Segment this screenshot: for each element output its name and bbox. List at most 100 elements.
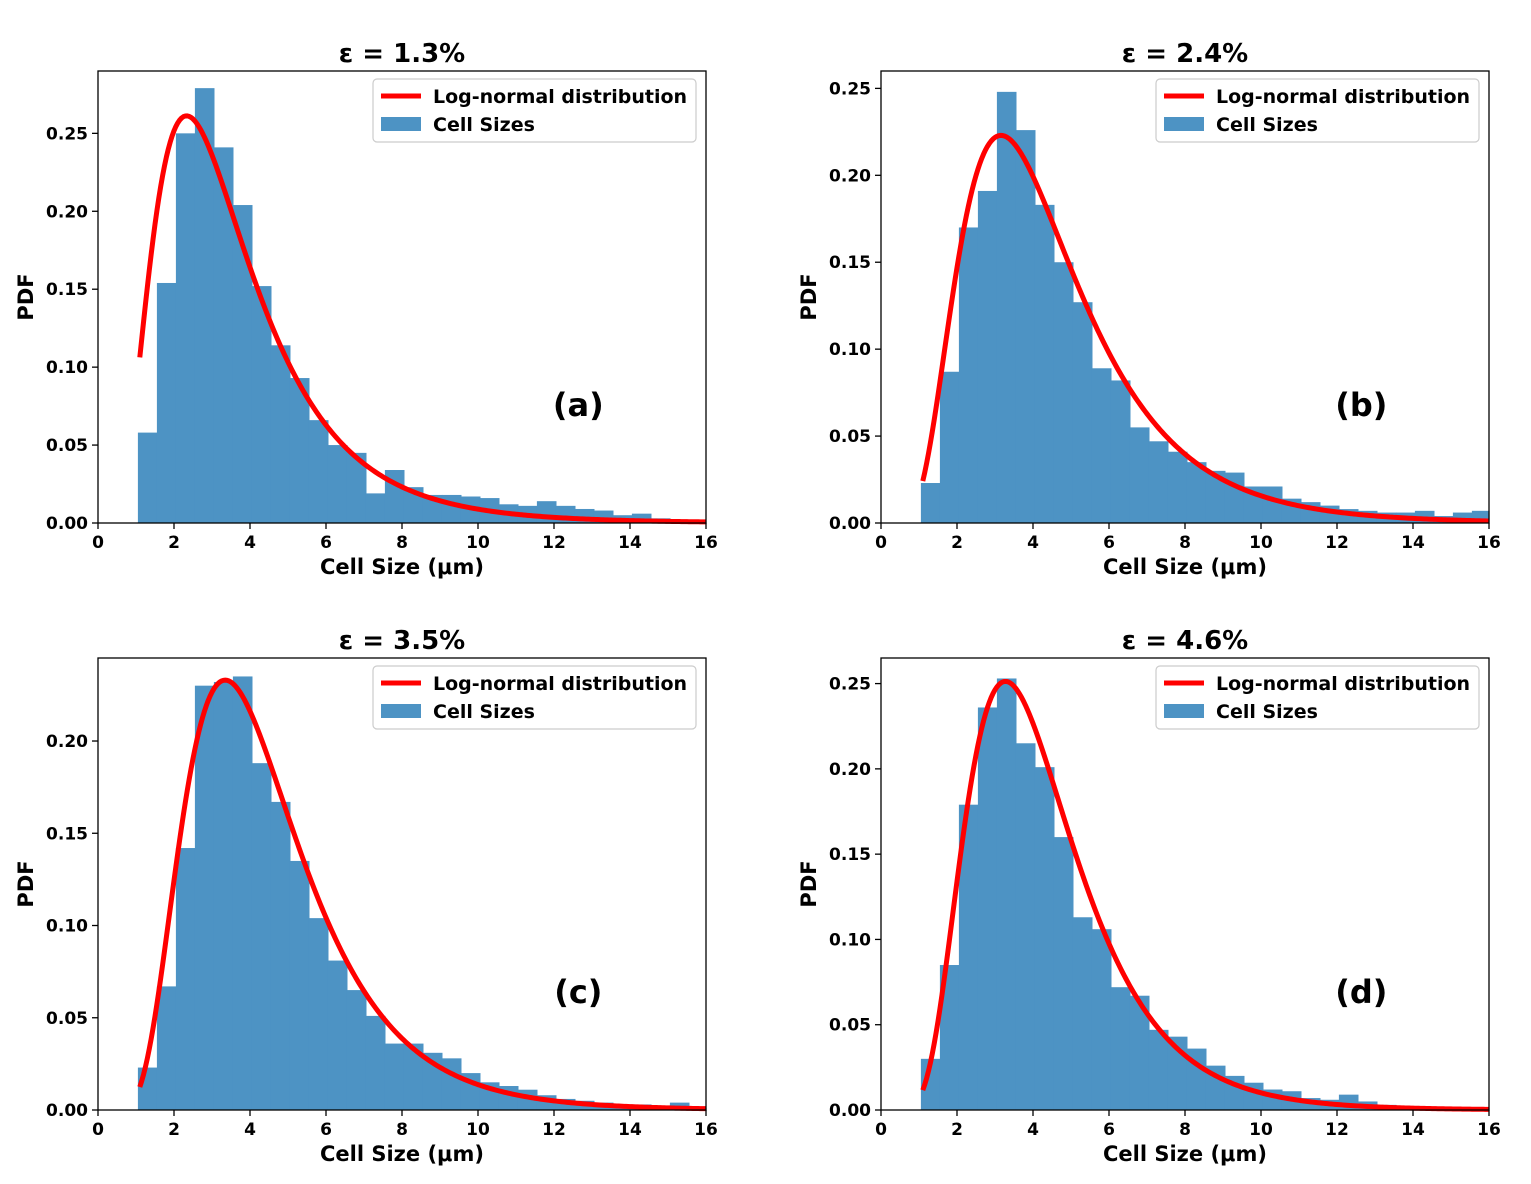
chart-title: ε = 2.4% [1122, 39, 1248, 69]
x-tick-label: 4 [1027, 1120, 1039, 1140]
x-tick-label: 14 [1401, 533, 1425, 553]
histogram-bar [213, 681, 234, 1110]
y-tick-label: 0.10 [829, 340, 871, 360]
y-tick-label: 0.00 [46, 1101, 88, 1121]
x-tick-label: 14 [1401, 1120, 1425, 1140]
x-tick-label: 4 [244, 533, 256, 553]
chart-title: ε = 4.6% [1122, 626, 1248, 656]
histogram-bar [232, 676, 253, 1110]
legend-bar-swatch [381, 704, 421, 718]
histogram-bar [403, 1043, 424, 1110]
y-tick-label: 0.15 [46, 280, 88, 300]
histogram-bar [977, 190, 998, 523]
legend: Log-normal distribution Cell Sizes [372, 78, 697, 143]
histogram-bar [1053, 837, 1074, 1110]
x-tick-label: 2 [951, 1120, 963, 1140]
histogram-bar [1148, 1029, 1169, 1110]
x-axis-label: Cell Size (μm) [320, 555, 484, 579]
legend: Log-normal distribution Cell Sizes [1155, 665, 1480, 730]
lognormal-fit-line [920, 678, 1490, 1112]
x-tick-label: 16 [1477, 1120, 1501, 1140]
x-tick-label: 0 [92, 1120, 104, 1140]
histogram-bars [137, 88, 707, 523]
legend: Log-normal distribution Cell Sizes [1155, 78, 1480, 143]
histogram-bar [1034, 767, 1055, 1110]
histogram-bar [1129, 995, 1150, 1110]
legend-box [372, 78, 697, 143]
histogram-bar [1072, 302, 1093, 523]
legend-line-label: Log-normal distribution [1216, 673, 1470, 695]
lognormal-fit-line [137, 113, 707, 525]
x-tick-label: 0 [875, 1120, 887, 1140]
chart-title: ε = 3.5% [339, 626, 465, 656]
histogram-bar [308, 918, 329, 1110]
x-tick-label: 12 [1325, 1120, 1349, 1140]
y-tick-label: 0.00 [46, 514, 88, 534]
chart-panel-d: 0 2 4 6 8 10 12 14 16 0.00 0.05 0.10 0.15 0.20 0.25 ε =… [797, 626, 1501, 1166]
x-tick-label: 8 [396, 533, 408, 553]
y-tick-label: 0.00 [829, 1101, 871, 1121]
histogram-bar [1034, 204, 1055, 523]
histogram-bar [194, 685, 215, 1110]
x-tick-label: 10 [466, 533, 490, 553]
histogram-bar [365, 1015, 386, 1110]
x-tick-label: 16 [1477, 533, 1501, 553]
histogram-bar [327, 445, 348, 523]
y-tick-label: 0.10 [829, 930, 871, 950]
y-tick-label: 0.15 [829, 253, 871, 273]
x-tick-label: 14 [618, 1120, 642, 1140]
y-tick-label: 0.05 [46, 1009, 88, 1029]
y-tick-label: 0.05 [829, 427, 871, 447]
x-tick-label: 8 [1179, 533, 1191, 553]
legend-bar-label: Cell Sizes [1216, 114, 1318, 136]
histogram-bar [1053, 262, 1074, 523]
chart-title: ε = 1.3% [339, 39, 465, 69]
lognormal-fit-line [137, 677, 707, 1112]
x-tick-label: 6 [1103, 533, 1115, 553]
y-tick-label: 0.05 [829, 1016, 871, 1036]
y-axis-label: PDF [14, 273, 38, 320]
x-tick-label: 12 [542, 1120, 566, 1140]
legend: Log-normal distribution Cell Sizes [372, 665, 697, 730]
legend-box [1155, 665, 1480, 730]
histogram-bar [996, 91, 1017, 523]
histogram-bar [1129, 427, 1150, 523]
y-tick-label: 0.25 [829, 79, 871, 99]
histogram-bar [270, 801, 291, 1110]
y-tick-label: 0.20 [829, 760, 871, 780]
histogram-bar [327, 960, 348, 1110]
legend-box [1155, 78, 1480, 143]
panel-tag: (c) [554, 973, 602, 1011]
x-tick-label: 10 [1249, 1120, 1273, 1140]
histogram-bar [1452, 512, 1473, 523]
lognormal-fit-line [920, 132, 1490, 524]
x-tick-label: 6 [320, 1120, 332, 1140]
histogram-bar [1186, 1048, 1207, 1110]
histogram-bar [996, 678, 1017, 1110]
x-tick-label: 10 [1249, 533, 1273, 553]
histogram-bar [156, 282, 177, 523]
histogram-bar [631, 513, 652, 523]
histogram-bar [213, 147, 234, 523]
legend-line-label: Log-normal distribution [433, 673, 687, 695]
legend-bar-label: Cell Sizes [433, 701, 535, 723]
y-tick-label: 0.20 [46, 202, 88, 222]
legend-bar-swatch [381, 117, 421, 131]
x-tick-label: 6 [320, 533, 332, 553]
histogram-bar [1186, 462, 1207, 523]
histogram-bar [1167, 451, 1188, 523]
histogram-bar [156, 986, 177, 1110]
y-axis-label: PDF [797, 860, 821, 907]
x-axis-label: Cell Size (μm) [320, 1142, 484, 1166]
x-tick-label: 16 [694, 1120, 718, 1140]
histogram-bar [365, 493, 386, 523]
histogram-bar [1262, 486, 1283, 523]
y-tick-label: 0.10 [46, 358, 88, 378]
x-tick-label: 0 [875, 533, 887, 553]
y-tick-label: 0.20 [46, 732, 88, 752]
x-tick-label: 8 [1179, 1120, 1191, 1140]
y-tick-label: 0.25 [46, 124, 88, 144]
x-tick-label: 2 [168, 533, 180, 553]
histogram-bar [346, 990, 367, 1110]
